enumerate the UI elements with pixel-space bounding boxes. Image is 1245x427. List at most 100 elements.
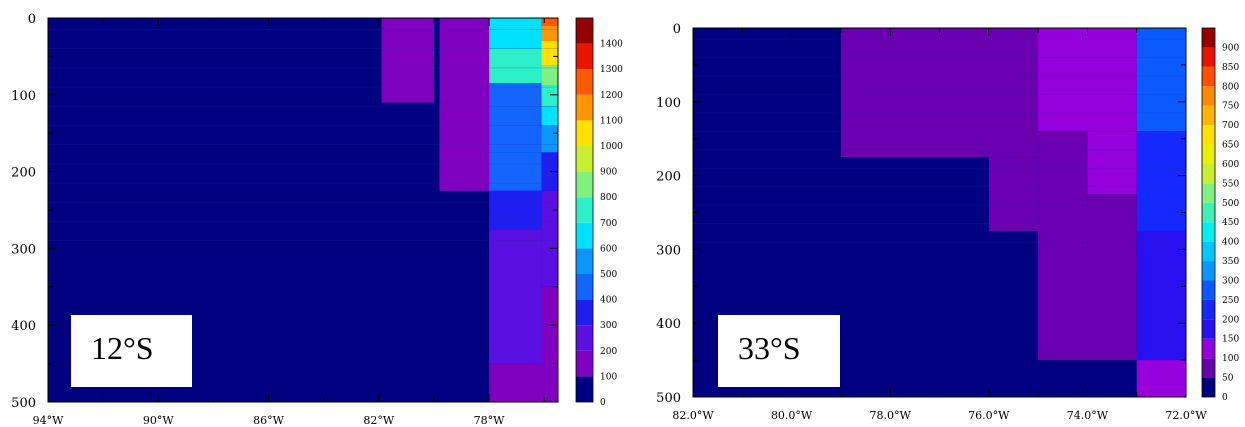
colorbar-label: 550: [1222, 179, 1239, 189]
heatmap-cell: [489, 363, 542, 402]
colorbar-swatch: [1202, 358, 1215, 378]
heatmap-cell: [1087, 131, 1137, 195]
colorbar-label: 500: [1222, 199, 1239, 209]
heatmap-cell: [489, 190, 542, 230]
colorbar-label: 1200: [600, 91, 623, 101]
panel-label: 33°S: [738, 330, 801, 366]
colorbar-label: 1100: [600, 116, 623, 126]
colorbar: 0 50 100 150 200 250 300 350 400 450 500 550 600 650 7…: [1201, 27, 1239, 403]
y-tick-label: 300: [656, 243, 681, 258]
colorbar-label: 600: [600, 244, 617, 254]
x-tick-label: 86°W: [253, 414, 284, 427]
colorbar-label: 400: [1222, 238, 1239, 248]
colorbar-swatch: [576, 350, 593, 377]
y-tick-label: 300: [11, 242, 36, 257]
colorbar-swatch: [1202, 183, 1215, 203]
x-tick-label: 78.0°W: [870, 409, 912, 422]
y-tick-label: 400: [656, 317, 681, 332]
heatmap-cell: [541, 65, 558, 86]
colorbar-label: 1300: [600, 65, 623, 75]
colorbar-label: 1000: [600, 142, 623, 152]
colorbar-frame: [575, 17, 594, 403]
heatmap-cell: [1136, 230, 1186, 361]
colorbar-label: 750: [1222, 102, 1239, 112]
heatmap-cell: [489, 152, 542, 191]
colorbar-label: 800: [600, 193, 617, 203]
heatmap-cell: [541, 286, 558, 402]
heatmap-cell: [541, 25, 558, 42]
colorbar-swatch: [1202, 66, 1215, 87]
colorbar-label: 850: [1222, 63, 1239, 73]
x-tick-label: 90°W: [143, 414, 174, 427]
y-tick-label: 100: [656, 96, 681, 111]
x-tick-label: 76.0°W: [968, 409, 1010, 422]
colorbar-swatch: [576, 18, 593, 44]
y-tick-label: 0: [28, 12, 36, 27]
colorbar-label: 150: [1222, 335, 1239, 345]
heatmap-cell: [1038, 28, 1137, 132]
heatmap-cell: [541, 106, 558, 126]
panel-label: 12°S: [91, 330, 154, 366]
x-tick-label: 78°W: [474, 414, 505, 427]
y-tick-label: 200: [11, 166, 36, 181]
x-tick-label: 94°W: [33, 414, 64, 427]
panel-12s: 0 100 200 300 400 500 94°W 90°W 86°W 82°W 78°W 12°S…: [11, 12, 623, 427]
x-tick-label: 82.0°W: [672, 409, 714, 422]
heatmap-cell: [1136, 28, 1186, 132]
colorbar-label: 50: [1222, 374, 1234, 384]
colorbar-label: 400: [600, 296, 617, 306]
colorbar-swatch: [576, 376, 593, 402]
y-tick-label: 500: [656, 391, 681, 406]
colorbar-swatch: [1202, 202, 1215, 223]
heatmap-cell: [541, 190, 558, 287]
colorbar-swatch: [1202, 222, 1215, 242]
colorbar-label: 700: [1222, 121, 1239, 131]
heatmap-cell: [1136, 131, 1186, 231]
x-axis: 94°W 90°W 86°W 82°W 78°W: [33, 18, 545, 427]
heatmap-cell: [840, 28, 1039, 158]
colorbar-swatch: [576, 146, 593, 172]
colorbar-swatch: [1202, 299, 1215, 320]
colorbar-swatch: [576, 120, 593, 146]
colorbar-label: 200: [600, 347, 617, 357]
y-tick-label: 0: [673, 22, 681, 37]
colorbar-label: 500: [600, 270, 617, 280]
heatmap-cell: [1136, 360, 1186, 397]
colorbar-swatch: [1202, 280, 1215, 300]
colorbar-swatch: [576, 248, 593, 274]
colorbar-label: 250: [1222, 296, 1239, 306]
colorbar-swatch: [1202, 86, 1215, 106]
heatmap-cell: [1038, 131, 1088, 361]
heatmap-cell: [541, 41, 558, 66]
colorbar-swatch: [576, 94, 593, 121]
colorbar-swatch: [576, 222, 593, 249]
colorbar-label: 900: [1222, 43, 1239, 53]
heatmap-cell: [541, 125, 558, 153]
heatmap-cell: [541, 18, 558, 26]
panel-label-box: [718, 315, 840, 387]
colorbar-swatch: [576, 325, 593, 351]
heatmap-cell: [381, 29, 434, 103]
colorbar: 0 100 200 300 400 500 600 700 800 900 1000 1100 1200…: [575, 17, 623, 408]
y-tick-label: 200: [656, 170, 681, 185]
colorbar-swatch: [576, 299, 593, 326]
colorbar-label: 0: [1222, 393, 1228, 403]
colorbar-label: 100: [600, 372, 617, 382]
x-tick-label: 74.0°W: [1067, 409, 1109, 422]
colorbar-swatch: [576, 197, 593, 223]
y-tick-label: 100: [11, 89, 36, 104]
heatmap-cell: [489, 18, 542, 49]
heatmap-cell: [541, 85, 558, 107]
colorbar-label: 200: [1222, 315, 1239, 325]
colorbar-swatch: [1202, 125, 1215, 145]
y-axis: 0 100 200 300 400 500: [11, 12, 558, 411]
heatmap-cell: [1087, 194, 1137, 361]
colorbar-label: 600: [1222, 160, 1239, 170]
colorbar-swatch: [576, 43, 593, 70]
colorbar-swatch: [576, 274, 593, 300]
colorbar-label: 900: [600, 168, 617, 178]
colorbar-label: 800: [1222, 82, 1239, 92]
colorbar-swatch: [1202, 144, 1215, 164]
colorbar-swatch: [576, 171, 593, 198]
